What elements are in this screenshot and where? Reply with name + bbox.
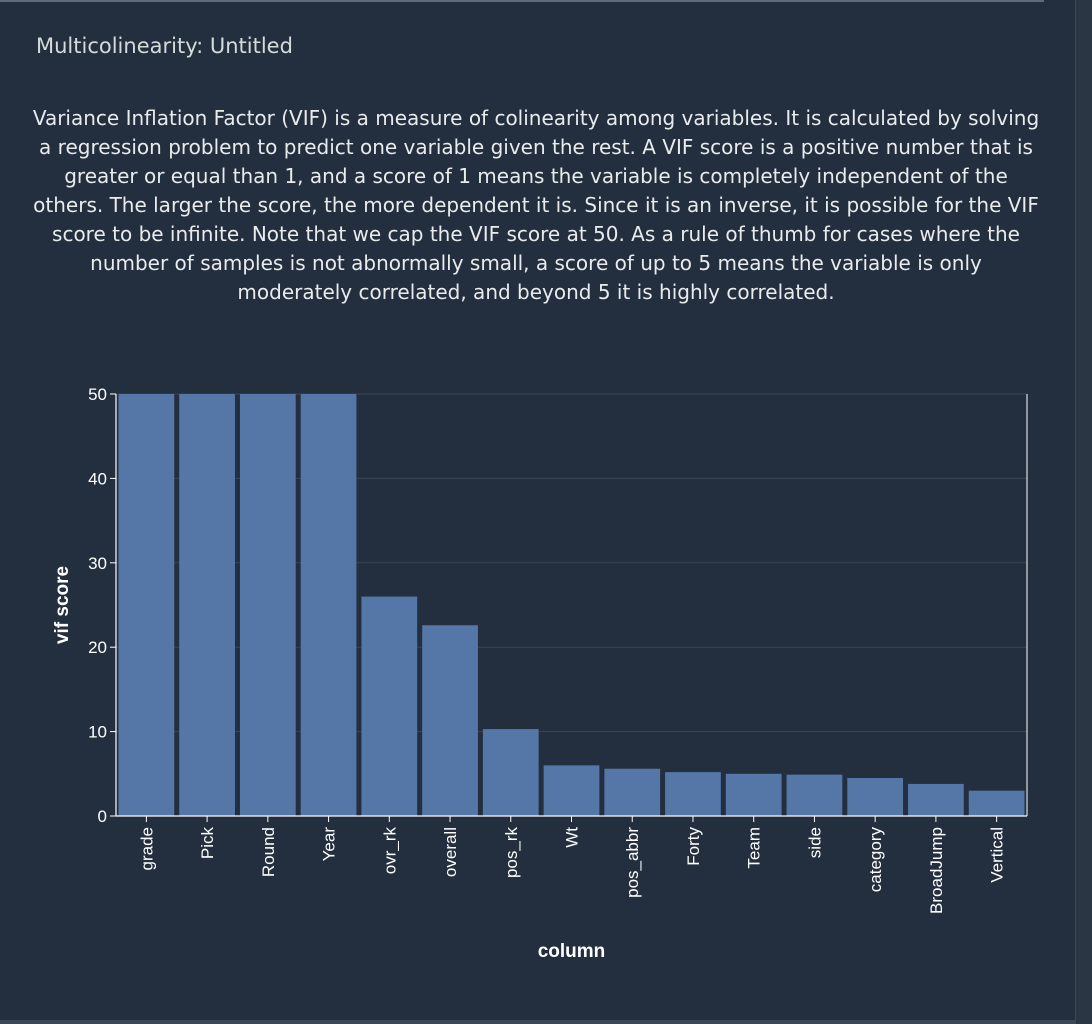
- bar-Pick[interactable]: [179, 394, 235, 816]
- bar-side[interactable]: [786, 774, 843, 816]
- x-tick-label-Team: Team: [745, 827, 764, 869]
- y-tick-label: 10: [88, 723, 107, 742]
- bars: [118, 394, 1025, 816]
- x-tick-label-BroadJump: BroadJump: [927, 827, 946, 914]
- axis-labels: 0 10 20 30 40 50 grade Pick Round Year ovr_rk overa…: [52, 385, 1007, 962]
- bar-pos_rk[interactable]: [482, 729, 539, 816]
- bar-Round[interactable]: [239, 394, 296, 816]
- x-tick-label-overall: overall: [441, 827, 460, 877]
- bar-BroadJump[interactable]: [908, 783, 964, 816]
- x-tick-label-pos_rk: pos_rk: [502, 827, 521, 879]
- bar-pos_abbr[interactable]: [604, 768, 661, 816]
- bar-grade[interactable]: [118, 394, 175, 816]
- bar-ovr_rk[interactable]: [361, 596, 418, 816]
- x-tick-label-Round: Round: [259, 827, 278, 877]
- bar-category[interactable]: [847, 778, 904, 816]
- x-tick-label-ovr_rk: ovr_rk: [380, 827, 399, 875]
- x-tick-label-Year: Year: [320, 827, 339, 862]
- bar-Year[interactable]: [300, 394, 357, 816]
- bar-Forty[interactable]: [665, 772, 721, 816]
- x-tick-label-Vertical: Vertical: [988, 827, 1007, 883]
- y-axis-title: vif score: [52, 566, 73, 644]
- axes: [110, 393, 1028, 822]
- vif-bar-chart: 0 10 20 30 40 50 grade Pick Round Year ovr_rk overa…: [52, 385, 1028, 962]
- window-top-edge: [0, 0, 1044, 2]
- vertical-scrollbar[interactable]: [1075, 0, 1092, 1024]
- x-tick-label-Wt: Wt: [563, 827, 582, 848]
- bar-overall[interactable]: [422, 625, 478, 816]
- bar-Vertical[interactable]: [968, 790, 1025, 816]
- y-tick-label: 20: [88, 638, 107, 657]
- x-tick-label-grade: grade: [137, 827, 156, 870]
- y-tick-label: 30: [88, 554, 107, 573]
- bar-Wt[interactable]: [543, 765, 600, 816]
- bar-Team[interactable]: [725, 773, 782, 816]
- x-tick-label-Pick: Pick: [198, 827, 217, 860]
- x-tick-label-side: side: [805, 827, 824, 858]
- x-tick-label-pos_abbr: pos_abbr: [623, 827, 642, 898]
- panel-title: Multicolinearity: Untitled: [36, 34, 293, 58]
- window-bottom-edge: [0, 1020, 1076, 1024]
- vif-description: Variance Inflation Factor (VIF) is a mea…: [32, 106, 1040, 304]
- y-tick-label: 40: [88, 469, 107, 488]
- x-axis-title: column: [538, 941, 606, 962]
- y-tick-label: 50: [88, 385, 107, 404]
- x-tick-label-Forty: Forty: [684, 827, 703, 866]
- x-tick-label-category: category: [866, 827, 885, 893]
- y-tick-label: 0: [98, 807, 107, 826]
